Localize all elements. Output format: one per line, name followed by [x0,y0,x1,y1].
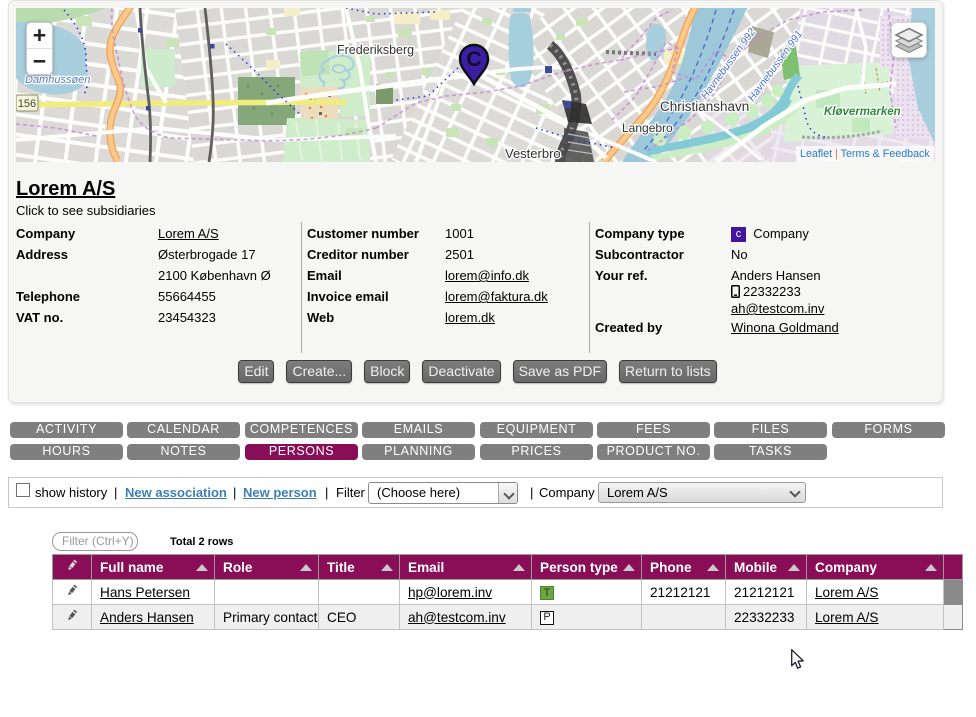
svg-text:Langebro: Langebro [622,121,673,135]
svg-text:Kløvermarken: Kløvermarken [824,106,901,118]
svg-text:Christianshavn: Christianshavn [660,99,749,114]
svg-text:Frederiksberg: Frederiksberg [337,43,414,57]
svg-text:C: C [466,47,482,71]
svg-text:Vesterbro: Vesterbro [505,146,561,161]
svg-text:Damhussøen: Damhussøen [25,74,90,86]
svg-text:156: 156 [18,98,36,110]
